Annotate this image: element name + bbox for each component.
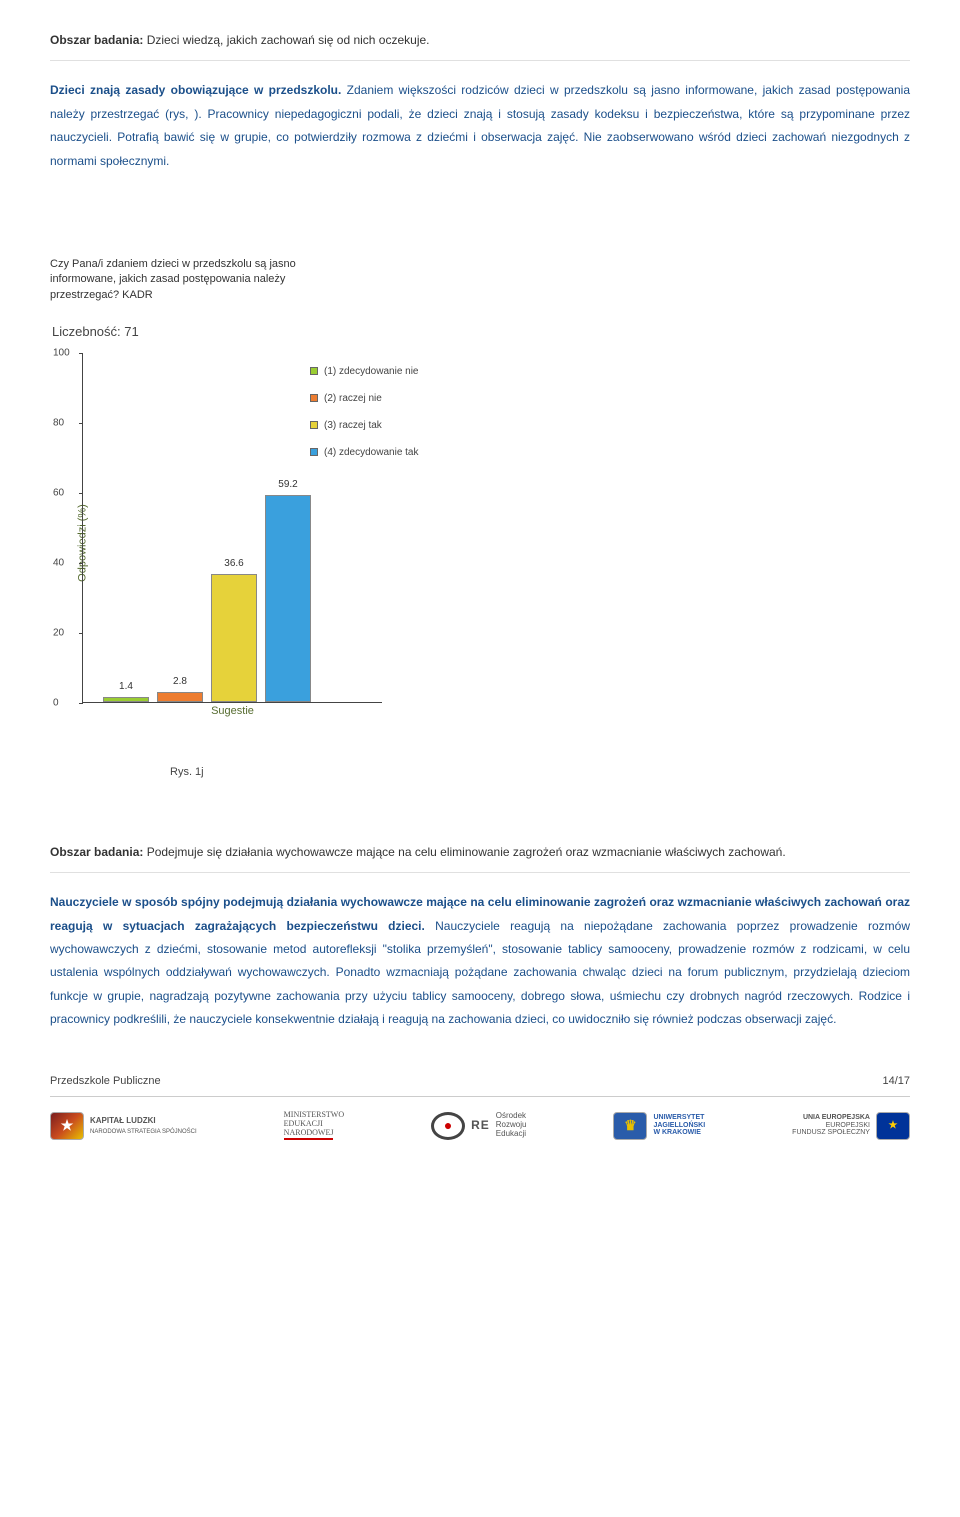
ytick: 40 (53, 555, 64, 572)
logo-eu: UNIA EUROPEJSKA EUROPEJSKI FUNDUSZ SPOŁE… (792, 1112, 910, 1140)
logo-text: NARODOWEJ (284, 1129, 334, 1140)
logos-row: ★ KAPITAŁ LUDZKI NARODOWA STRATEGIA SPÓJ… (50, 1111, 910, 1139)
bar-value-label: 59.2 (278, 476, 297, 493)
logo-kapital: ★ KAPITAŁ LUDZKI NARODOWA STRATEGIA SPÓJ… (50, 1112, 197, 1140)
logo-text: UNIWERSYTET (653, 1114, 705, 1122)
chart-caption: Rys. 1j (170, 763, 910, 782)
section1-label: Obszar badania: (50, 33, 143, 47)
legend-label: (4) zdecydowanie tak (324, 446, 419, 459)
page-footer: Przedszkole Publiczne 14/17 (50, 1072, 910, 1091)
legend-label: (2) raczej nie (324, 392, 382, 405)
section2-body: Nauczyciele w sposób spójny podejmują dz… (50, 891, 910, 1031)
logo-text: UNIA EUROPEJSKA (792, 1114, 870, 1122)
legend-swatch (310, 367, 318, 375)
logo-uj: ♛ UNIWERSYTET JAGIELLOŃSKI W KRAKOWIE (613, 1112, 705, 1140)
logo-text: FUNDUSZ SPOŁECZNY (792, 1129, 870, 1137)
ytick: 80 (53, 415, 64, 432)
ytick: 60 (53, 485, 64, 502)
chart-legend: (1) zdecydowanie nie (2) raczej nie (3) ra… (310, 365, 440, 473)
bar-value-label: 36.6 (224, 555, 243, 572)
logo-men: MINISTERSTWO EDUKACJI NARODOWEJ (284, 1111, 344, 1139)
legend-swatch (310, 394, 318, 402)
ytick: 20 (53, 625, 64, 642)
logo-text: RE (471, 1115, 490, 1135)
section2-rest: Nauczyciele reagują na niepożądane zacho… (50, 919, 910, 1027)
section1-lead: Dzieci znają zasady obowiązujące w przed… (50, 83, 341, 97)
logo-text: W KRAKOWIE (653, 1129, 705, 1137)
ytick: 0 (53, 695, 59, 712)
legend-item: (1) zdecydowanie nie (310, 365, 440, 378)
star-icon: ★ (50, 1112, 84, 1140)
circle-icon: ● (431, 1112, 465, 1140)
legend-item: (2) raczej nie (310, 392, 440, 405)
section1-heading: Obszar badania: Dzieci wiedzą, jakich za… (50, 30, 910, 50)
bar-value-label: 2.8 (173, 673, 187, 690)
chart-bar: 2.8 (157, 692, 203, 702)
section1-title: Dzieci wiedzą, jakich zachowań się od ni… (143, 33, 429, 47)
legend-item: (4) zdecydowanie tak (310, 446, 440, 459)
ytick: 100 (53, 345, 70, 362)
chart-container: Czy Pana/i zdaniem dzieci w przedszkolu … (50, 257, 910, 733)
chart-bar: 59.2 (265, 495, 311, 702)
footer-left: Przedszkole Publiczne (50, 1072, 161, 1091)
chart-xlabel: Sugestie (211, 702, 254, 721)
legend-swatch (310, 448, 318, 456)
legend-label: (1) zdecydowanie nie (324, 365, 419, 378)
section1-body: Dzieci znają zasady obowiązujące w przed… (50, 79, 910, 173)
bar-value-label: 1.4 (119, 678, 133, 695)
legend-item: (3) raczej tak (310, 419, 440, 432)
section2-heading: Obszar badania: Podejmuje się działania … (50, 842, 910, 862)
footer-right: 14/17 (882, 1072, 910, 1091)
shield-icon: ♛ (613, 1112, 647, 1140)
logo-ore: ● RE Ośrodek Rozwoju Edukacji (431, 1112, 526, 1140)
section2-label: Obszar badania: (50, 845, 143, 859)
divider (50, 60, 910, 61)
legend-swatch (310, 421, 318, 429)
chart-title: Czy Pana/i zdaniem dzieci w przedszkolu … (50, 257, 330, 303)
legend-label: (3) raczej tak (324, 419, 382, 432)
eu-flag-icon: ★ (876, 1112, 910, 1140)
logo-text: EUROPEJSKI (792, 1122, 870, 1130)
chart-bar: 36.6 (211, 574, 257, 702)
chart-bar: 1.4 (103, 697, 149, 702)
logo-text: KAPITAŁ LUDZKI (90, 1114, 197, 1128)
footer-divider (50, 1096, 910, 1097)
logo-text: NARODOWA STRATEGIA SPÓJNOŚCI (90, 1127, 197, 1137)
chart-subtitle: Liczebność: 71 (52, 321, 910, 343)
section2-title: Podejmuje się działania wychowawcze mają… (143, 845, 785, 859)
divider (50, 872, 910, 873)
logo-text: JAGIELLOŃSKI (653, 1122, 705, 1130)
chart-area: Odpowiedzi (%) Sugestie 0204060801001.42… (50, 353, 530, 733)
logo-text: Edukacji (496, 1130, 527, 1139)
